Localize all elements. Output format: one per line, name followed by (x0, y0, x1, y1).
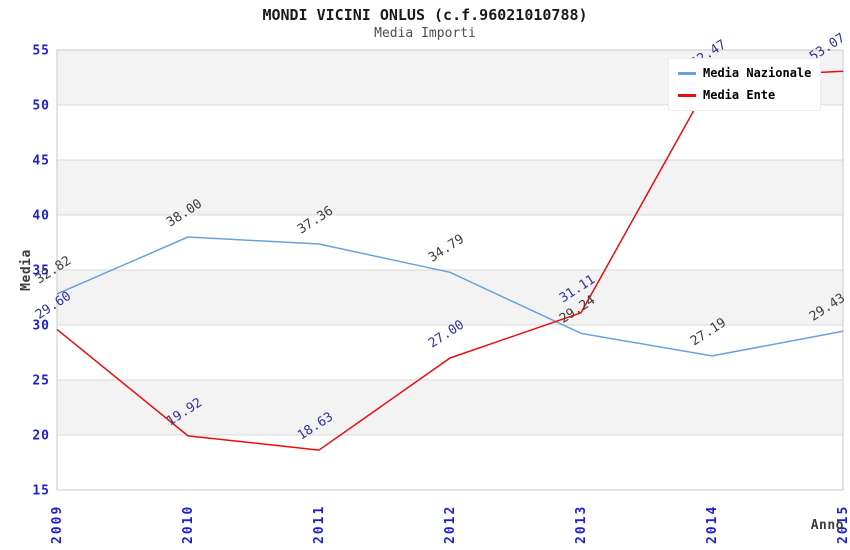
legend-label: Media Ente (703, 88, 776, 102)
band (57, 215, 843, 270)
legend: Media Nazionale Media Ente (668, 58, 822, 111)
series-line-media-nazionale (56, 236, 844, 357)
legend-label: Media Nazionale (703, 66, 812, 80)
y-tick-label: 40 (32, 209, 50, 224)
y-tick-label: 55 (32, 44, 50, 59)
legend-item-media-nazionale: Media Nazionale (678, 66, 811, 80)
band (57, 105, 843, 160)
y-tick-label: 50 (32, 99, 50, 114)
x-tick-label: 2013 (574, 505, 589, 544)
band (57, 435, 843, 490)
y-tick-label: 15 (32, 484, 50, 499)
band (57, 270, 843, 325)
x-tick-label: 2012 (443, 505, 458, 544)
x-tick-label: 2010 (181, 505, 196, 544)
band (57, 160, 843, 215)
legend-swatch-blue-line (678, 71, 696, 75)
plot-border (56, 49, 844, 491)
y-tick-label: 30 (32, 319, 50, 334)
chart-subtitle: Media Importi (374, 26, 476, 41)
y-tick-label: 20 (32, 429, 50, 444)
y-axis-title: Media (19, 249, 34, 291)
y-tick-label: 45 (32, 154, 50, 169)
y-tick-label: 25 (32, 374, 50, 389)
x-tick-label: 2015 (836, 505, 850, 544)
legend-swatch-red-line (678, 93, 696, 97)
x-tick-label: 2011 (312, 505, 327, 544)
band (57, 380, 843, 435)
band (57, 325, 843, 380)
x-axis-title: Anno (811, 518, 844, 533)
x-tick-label: 2014 (705, 505, 720, 544)
chart-title: MONDI VICINI ONLUS (c.f.96021010788) (262, 6, 588, 24)
x-tick-label: 2009 (50, 505, 65, 544)
y-tick-label: 35 (32, 264, 50, 279)
legend-item-media-ente: Media Ente (678, 88, 811, 102)
